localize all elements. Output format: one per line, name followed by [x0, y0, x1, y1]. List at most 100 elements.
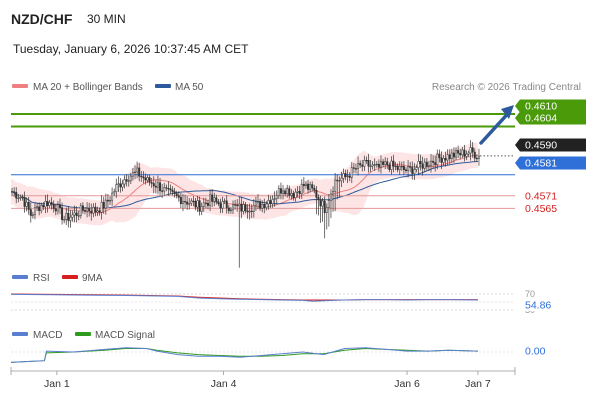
candle: [319, 195, 322, 223]
candle: [117, 176, 120, 193]
candle: [288, 185, 291, 199]
candle: [102, 196, 105, 214]
pivot-label: 0.4581: [515, 156, 586, 170]
candle: [317, 194, 320, 216]
candle: [342, 168, 345, 184]
candle: [354, 163, 357, 174]
candle: [340, 171, 343, 187]
candle: [359, 160, 362, 169]
candle: [109, 196, 111, 206]
ma50-legend-label: MA 50: [175, 82, 204, 93]
candle: [448, 149, 451, 165]
candle: [31, 211, 34, 219]
candle: [140, 171, 143, 182]
candle: [161, 183, 164, 198]
x-tick-label: Jan 7: [465, 378, 491, 390]
candle: [267, 194, 270, 210]
candle: [296, 186, 299, 198]
candle: [215, 194, 218, 205]
last-price-label: 0.4590: [515, 138, 586, 152]
candle: [298, 186, 301, 200]
macd-signal-line: [10, 347, 478, 363]
candle: [350, 162, 353, 184]
candle: [369, 160, 372, 173]
candle: [131, 168, 134, 181]
candle: [154, 179, 157, 194]
ma9-legend-swatch: [62, 275, 78, 279]
candle: [473, 148, 476, 162]
candle: [75, 206, 78, 223]
ma20-line: [10, 154, 478, 214]
candle: [136, 161, 139, 179]
candle: [44, 195, 47, 214]
candle: [323, 196, 326, 239]
svg-text:0.4581: 0.4581: [525, 158, 557, 170]
candle: [90, 203, 93, 221]
candle: [309, 181, 312, 193]
candle: [213, 192, 216, 207]
candle: [167, 181, 170, 196]
candle: [450, 148, 453, 163]
candle: [113, 188, 116, 197]
candle: [92, 203, 95, 218]
candle: [311, 181, 314, 192]
candlesticks: [11, 140, 480, 268]
candle: [290, 189, 293, 200]
trend-arrow-shaft: [479, 111, 510, 145]
timeframe-label: 30 MIN: [87, 12, 126, 26]
candle: [304, 181, 307, 189]
candle: [475, 154, 478, 163]
candle: [111, 187, 114, 206]
candle: [42, 202, 45, 211]
candle: [273, 191, 276, 207]
candle: [221, 196, 224, 213]
candle: [367, 153, 370, 173]
pair-title: NZD/CHF: [11, 11, 73, 27]
svg-text:0.4610: 0.4610: [525, 101, 557, 113]
candle: [302, 177, 305, 194]
candle: [81, 202, 84, 214]
candle: [198, 196, 201, 216]
candle: [254, 196, 257, 211]
candle: [265, 201, 268, 211]
trend-arrow: [479, 105, 514, 145]
credit-label: Research © 2026 Trading Central: [432, 82, 581, 93]
candle: [138, 162, 141, 182]
candle: [50, 197, 53, 210]
candle: [73, 205, 76, 223]
candle: [365, 156, 368, 164]
candle: [430, 154, 432, 173]
candle: [434, 155, 437, 172]
resistance-label: 0.4610: [515, 99, 586, 113]
candle: [373, 158, 376, 171]
candle: [38, 202, 41, 216]
candle: [207, 199, 209, 210]
candle: [46, 194, 49, 213]
candle: [442, 154, 445, 166]
candle: [65, 207, 68, 226]
candle: [396, 163, 399, 173]
candle: [313, 184, 316, 194]
datetime-label: Tuesday, January 6, 2026 10:37:45 AM CET: [13, 42, 249, 56]
candle: [384, 157, 387, 170]
candle: [234, 199, 237, 210]
candle: [127, 175, 130, 187]
candle: [192, 196, 195, 207]
candle: [175, 190, 178, 199]
candle: [13, 187, 16, 197]
candle: [54, 204, 57, 216]
candle: [179, 193, 182, 208]
candle: [184, 194, 187, 209]
candle: [440, 151, 443, 169]
candle: [257, 194, 259, 210]
candle: [392, 154, 395, 173]
candle: [163, 182, 166, 196]
candle: [380, 155, 382, 174]
candle: [227, 204, 230, 214]
ma9-legend-label: 9MA: [82, 273, 103, 284]
candle: [390, 156, 393, 175]
candle: [194, 197, 197, 211]
candle: [382, 158, 385, 168]
candle: [284, 188, 287, 197]
